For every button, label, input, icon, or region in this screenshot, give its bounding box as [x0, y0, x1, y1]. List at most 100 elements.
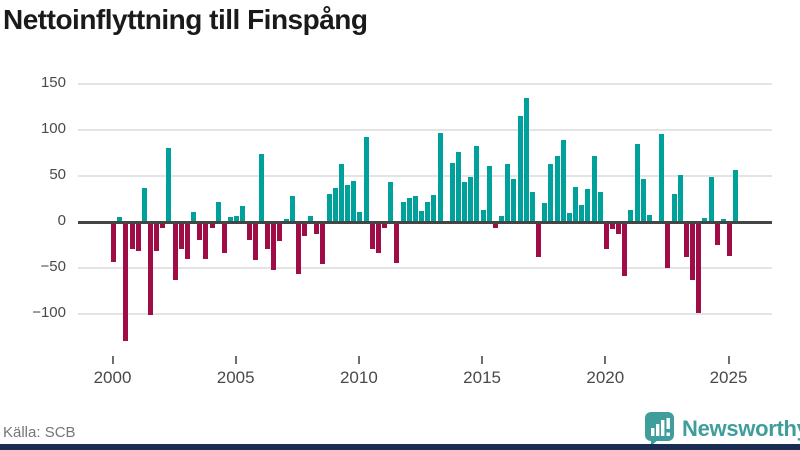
gridline-y--100	[78, 313, 772, 315]
bar-2003Q4	[203, 224, 209, 259]
bar-2022Q3	[665, 224, 671, 268]
bar-chart-bubble-icon	[644, 411, 675, 447]
bar-2017Q3	[542, 202, 548, 221]
bar-2008Q3	[320, 224, 326, 265]
x-axis-tick-2025	[727, 356, 730, 364]
bar-2017Q2	[536, 224, 541, 257]
bar-2002Q2	[166, 147, 172, 221]
bar-2008Q4	[326, 193, 332, 221]
bar-2011Q3	[394, 224, 400, 263]
bar-2006Q2	[265, 224, 270, 249]
bar-2024Q2	[708, 176, 714, 221]
x-axis-label: 2015	[463, 368, 501, 387]
bar-2017Q4	[548, 164, 554, 221]
bar-2017Q1	[529, 191, 535, 221]
bar-2011Q1	[382, 224, 387, 229]
x-axis-label: 2025	[709, 368, 748, 387]
bar-2000Q4	[129, 224, 135, 249]
bar-2007Q1	[283, 219, 289, 221]
bar-2019Q1	[579, 205, 585, 221]
bar-2010Q4	[375, 224, 381, 254]
bar-2021Q3	[640, 178, 646, 221]
bar-2015Q1	[480, 210, 486, 221]
bar-2012Q4	[425, 201, 431, 221]
gridline-y-100	[78, 129, 772, 131]
x-axis-tick-2010	[357, 356, 360, 364]
bar-2018Q3	[566, 212, 572, 221]
bar-2003Q3	[197, 224, 203, 241]
bar-2016Q2	[511, 178, 517, 221]
footer-accent-bar	[0, 444, 800, 450]
bar-2011Q2	[388, 182, 394, 221]
bar-2024Q3	[714, 224, 720, 245]
bar-2024Q4	[720, 219, 726, 221]
bar-2007Q4	[302, 224, 307, 236]
bar-2009Q1	[332, 188, 338, 221]
y-axis-label: 0	[57, 212, 66, 229]
bar-2004Q2	[215, 201, 221, 221]
bar-2000Q1	[111, 224, 116, 262]
bar-2012Q3	[419, 211, 424, 221]
gridline-y--50	[78, 267, 772, 269]
bar-2001Q3	[148, 224, 153, 315]
x-axis-label: 2000	[93, 368, 132, 387]
bar-2002Q4	[178, 224, 184, 249]
y-axis-label: 50	[49, 166, 66, 183]
y-axis-label: 150	[40, 74, 66, 91]
bar-2012Q1	[406, 198, 412, 221]
gridline-y-50	[78, 175, 772, 177]
gridline-y-150	[78, 83, 772, 85]
bar-2012Q2	[412, 196, 418, 221]
bar-2020Q2	[610, 224, 615, 230]
bar-2006Q3	[271, 224, 277, 270]
x-axis-tick-2015	[481, 356, 484, 364]
bar-2005Q4	[252, 224, 258, 260]
bar-2009Q2	[338, 164, 344, 221]
bar-2020Q1	[603, 224, 609, 249]
bar-2023Q1	[677, 175, 683, 221]
bar-2013Q4	[449, 163, 455, 221]
bar-2023Q3	[690, 224, 695, 280]
bar-2010Q1	[357, 211, 363, 221]
bar-2014Q4	[474, 145, 480, 221]
bar-2018Q4	[573, 187, 578, 221]
bar-2014Q3	[468, 176, 474, 221]
x-axis-label: 2020	[586, 368, 625, 387]
bar-2016Q1	[505, 164, 511, 221]
bar-2022Q4	[671, 193, 677, 221]
bar-2008Q1	[308, 215, 314, 221]
bar-2014Q2	[462, 182, 468, 221]
bar-2018Q1	[554, 155, 560, 221]
bar-2014Q1	[456, 152, 461, 221]
bar-2004Q3	[221, 224, 227, 254]
y-axis-label: −100	[32, 304, 66, 321]
x-axis-label: 2005	[216, 368, 255, 387]
brand-name: Newsworthy	[682, 416, 800, 441]
bar-2005Q3	[246, 224, 252, 241]
bar-2007Q2	[289, 196, 295, 221]
bar-2021Q4	[646, 214, 652, 221]
bar-2002Q1	[160, 224, 166, 228]
bar-2025Q2	[733, 169, 739, 221]
bar-2020Q3	[616, 224, 622, 234]
bar-2015Q3	[492, 224, 498, 228]
bar-2021Q2	[634, 143, 640, 221]
bar-2020Q4	[622, 224, 628, 277]
newsworthy-logo[interactable]: Newsworthy	[644, 411, 800, 447]
bar-2015Q2	[486, 165, 492, 221]
bar-2009Q4	[351, 180, 357, 221]
y-axis-label: −50	[40, 258, 66, 275]
bar-2016Q4	[523, 97, 529, 221]
bar-2016Q3	[517, 116, 523, 221]
x-axis-tick-2000	[111, 356, 114, 364]
bar-2002Q3	[172, 224, 178, 280]
bar-2010Q2	[363, 137, 369, 221]
bar-2005Q2	[240, 206, 246, 221]
bar-2001Q2	[141, 188, 147, 221]
bar-2025Q1	[727, 224, 732, 256]
bar-2003Q2	[191, 211, 197, 221]
bar-2013Q2	[437, 132, 443, 221]
bar-2007Q3	[295, 224, 301, 275]
bar-2000Q3	[123, 224, 129, 341]
